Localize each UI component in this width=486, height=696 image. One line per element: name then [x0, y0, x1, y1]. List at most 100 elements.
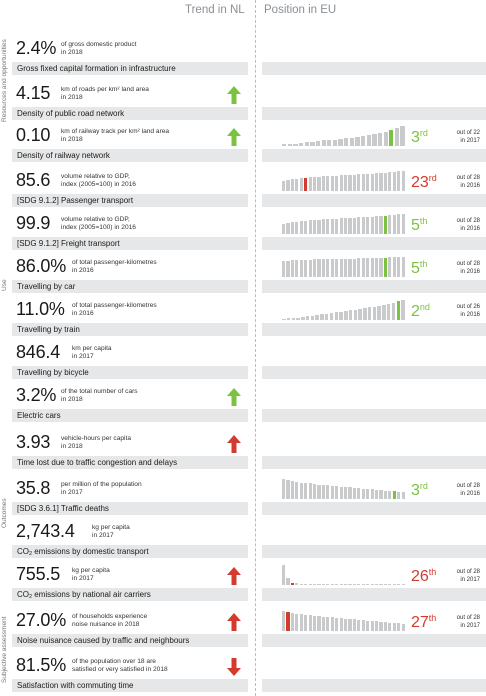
- eu-country-bar: [304, 483, 308, 499]
- eu-country-bar: [348, 218, 352, 234]
- eu-country-bar: [313, 484, 317, 499]
- eu-country-bar: [357, 217, 361, 234]
- indicator-unit: of the population over 18 are: [72, 658, 156, 665]
- eu-country-bar: [286, 261, 290, 277]
- indicator-unit: of gross domestic product: [61, 41, 137, 48]
- eu-rank: 5th: [411, 259, 427, 278]
- rank-year: in 2016: [460, 226, 480, 232]
- eu-country-bar: [317, 220, 321, 234]
- eu-country-bar: [290, 260, 295, 277]
- eu-country-bar: [386, 304, 391, 320]
- eu-country-bar: [352, 584, 357, 585]
- rank-number: 5: [411, 217, 420, 234]
- eu-country-bar: [388, 257, 392, 277]
- eu-country-bar: [308, 260, 312, 277]
- eu-position-band: [262, 502, 486, 515]
- eu-country-bar: [330, 259, 334, 277]
- eu-country-bar: [321, 176, 326, 191]
- eu-country-bar: [313, 220, 317, 234]
- rank-suffix: th: [419, 259, 428, 269]
- eu-country-bar: [383, 584, 388, 585]
- eu-country-bar: [379, 258, 383, 277]
- indicator-value: 86.0%: [16, 256, 67, 276]
- eu-position-band: [262, 545, 486, 558]
- rank-number: 23: [411, 174, 429, 191]
- eu-country-bar: [382, 305, 386, 320]
- rank-number: 27: [411, 614, 429, 631]
- rank-out-of: out of 22: [456, 130, 480, 136]
- indicator-row: 99.9 volume relative to GDP, index (2005=1…: [0, 213, 486, 253]
- indicator-value: 99.9: [16, 213, 51, 233]
- eu-country-bar: [397, 171, 401, 191]
- eu-country-bar: [286, 578, 290, 585]
- eu-country-bar: [308, 483, 312, 499]
- indicator-label: [SDG 3.6.1] Traffic deaths: [12, 502, 248, 515]
- indicator-period: in 2018: [61, 136, 83, 143]
- eu-position-band: [262, 366, 486, 379]
- eu-country-bar: [282, 181, 286, 191]
- indicator-row: 81.5% of the population over 18 are satisf…: [0, 655, 486, 695]
- indicator-row: 3.2% of the total number of cars in 2018 El…: [0, 385, 486, 425]
- eu-position-band: [262, 409, 486, 422]
- eu-country-bar: [357, 620, 361, 631]
- eu-country-bar: [366, 584, 370, 585]
- eu-country-bar: [335, 486, 339, 499]
- eu-country-bar: [330, 584, 334, 585]
- eu-country-bar: [339, 584, 343, 585]
- indicator-label: Satisfaction with commuting time: [12, 679, 248, 692]
- eu-country-bar: [339, 175, 343, 191]
- eu-country-bar: [295, 583, 299, 585]
- eu-country-bar: [388, 215, 392, 234]
- eu-country-bar: [282, 144, 287, 146]
- indicator-value: 2.4%: [16, 38, 57, 58]
- eu-country-bar: [317, 259, 321, 277]
- indicator-unit: km of railway track per km² land area: [61, 128, 170, 135]
- indicator-row: 0.10 km of railway track per km² land are…: [0, 125, 486, 165]
- eu-position-band: [262, 107, 486, 120]
- eu-country-bar: [401, 624, 405, 631]
- eu-country-bar: [367, 307, 372, 320]
- eu-country-bar: [286, 480, 290, 499]
- eu-country-bar: [326, 584, 330, 585]
- eu-country-bar: [357, 488, 361, 499]
- indicator-period: in 2018: [61, 94, 83, 101]
- eu-country-bar: [379, 490, 383, 499]
- rank-number: 3: [411, 482, 420, 499]
- indicator-unit: of households experience: [72, 613, 148, 620]
- eu-country-bar: [308, 584, 312, 585]
- indicator-period: in 2017: [61, 489, 83, 496]
- eu-country-bar: [397, 214, 401, 234]
- eu-country-bar: [348, 584, 352, 585]
- eu-country-bar: [388, 623, 392, 631]
- indicator-unit: per million of the population: [61, 481, 142, 488]
- eu-country-bar: [361, 217, 365, 234]
- indicator-label: [SDG 9.1.2] Freight transport: [12, 237, 248, 250]
- indicator-row: 11.0% of total passenger-kilometres in 201…: [0, 299, 486, 339]
- indicator-label: Travelling by train: [12, 323, 248, 336]
- eu-country-bar: [335, 584, 339, 585]
- eu-country-bar: [348, 487, 352, 499]
- indicator-period: in 2017: [72, 575, 94, 582]
- indicator-unit: kg per capita: [92, 524, 130, 531]
- rank-suffix: nd: [419, 302, 430, 312]
- eu-country-bar: [397, 584, 401, 585]
- rank-suffix: th: [428, 567, 437, 577]
- eu-country-bar: [326, 617, 330, 631]
- eu-ranking-bars: [282, 565, 406, 585]
- eu-country-bar: [370, 489, 374, 499]
- rank-suffix: rd: [419, 128, 428, 138]
- eu-country-bar: [313, 616, 317, 631]
- eu-country-bar: [326, 485, 330, 499]
- eu-country-bar: [282, 261, 286, 277]
- eu-country-bar: [401, 214, 405, 234]
- eu-country-bar: [344, 311, 348, 320]
- eu-country-bar: [317, 584, 321, 585]
- eu-country-bar: [315, 315, 319, 320]
- position-header: Position in EU: [264, 4, 337, 16]
- eu-country-bar: [361, 584, 365, 585]
- eu-country-bar: [304, 178, 308, 191]
- indicator-label: Density of public road network: [12, 107, 248, 120]
- eu-country-bar: [315, 141, 321, 146]
- eu-country-bar: [308, 615, 312, 631]
- eu-country-bar: [339, 618, 343, 631]
